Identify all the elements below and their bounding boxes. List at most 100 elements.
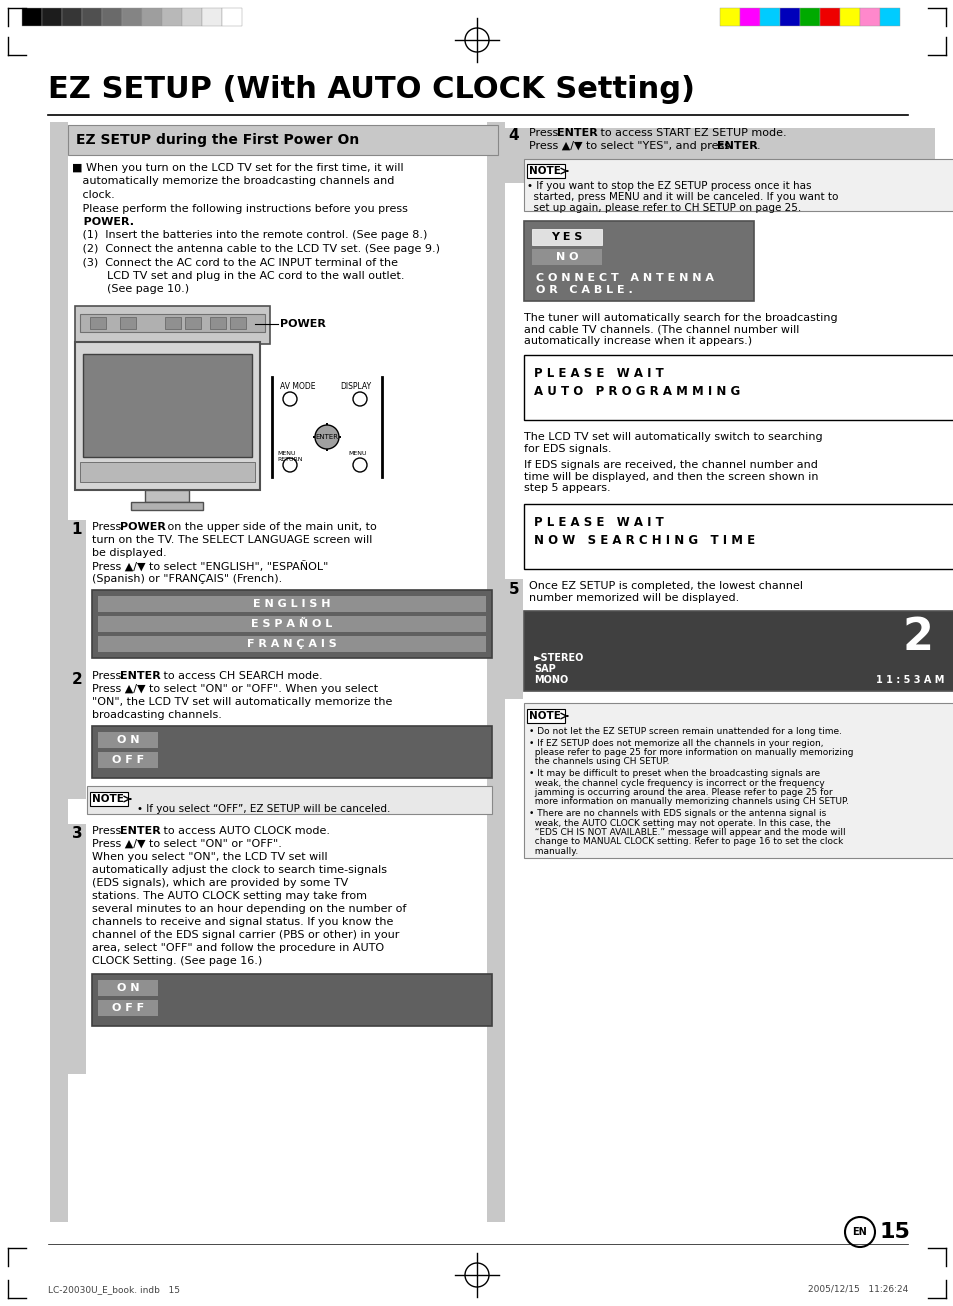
Bar	[80, 462, 254, 482]
Bar	[91, 590, 492, 658]
Bar	[98, 731, 158, 748]
Text: O N: O N	[116, 735, 139, 744]
Bar	[98, 636, 485, 652]
Text: Y E S: Y E S	[551, 232, 582, 242]
Text: Press ▲/▼ to select "ON" or "OFF".: Press ▲/▼ to select "ON" or "OFF".	[91, 838, 281, 849]
Bar	[68, 824, 86, 1074]
Text: • It may be difficult to preset when the broadcasting signals are: • It may be difficult to preset when the…	[529, 769, 820, 778]
Bar	[87, 786, 492, 814]
Text: 2: 2	[71, 671, 82, 687]
Text: to access START EZ SETUP mode.: to access START EZ SETUP mode.	[597, 128, 786, 138]
Text: 2005/12/15   11:26:24: 2005/12/15 11:26:24	[807, 1285, 907, 1294]
Bar	[185, 317, 201, 329]
Bar	[90, 317, 106, 329]
Text: If EDS signals are received, the channel number and
time will be displayed, and : If EDS signals are received, the channel…	[523, 460, 818, 494]
Bar	[145, 490, 189, 502]
Text: O F F: O F F	[112, 755, 144, 765]
Text: several minutes to an hour depending on the number of: several minutes to an hour depending on …	[91, 904, 406, 914]
Text: NOTE: NOTE	[529, 710, 560, 721]
Text: Press: Press	[529, 128, 561, 138]
Bar	[202, 8, 222, 26]
Text: (1)  Insert the batteries into the remote control. (See page 8.): (1) Insert the batteries into the remote…	[71, 230, 427, 240]
Text: Please perform the following instructions before you press: Please perform the following instruction…	[71, 204, 408, 213]
Text: ENTER: ENTER	[717, 141, 757, 151]
Bar	[83, 354, 252, 457]
Text: please refer to page 25 for more information on manually memorizing: please refer to page 25 for more informa…	[529, 748, 853, 757]
Text: (Spanish) or "FRANÇAIS" (French).: (Spanish) or "FRANÇAIS" (French).	[91, 575, 282, 584]
Text: F R A N Ç A I S: F R A N Ç A I S	[247, 639, 336, 649]
Bar	[98, 596, 485, 613]
Text: area, select "OFF" and follow the procedure in AUTO: area, select "OFF" and follow the proced…	[91, 943, 384, 953]
Bar	[165, 317, 181, 329]
Text: .: .	[757, 141, 760, 151]
Text: • If EZ SETUP does not memorize all the channels in your region,: • If EZ SETUP does not memorize all the …	[529, 738, 822, 747]
Text: LC-20030U_E_book. indb   15: LC-20030U_E_book. indb 15	[48, 1285, 180, 1294]
Text: 3: 3	[71, 827, 82, 841]
Bar	[91, 974, 492, 1027]
Bar	[122, 8, 142, 26]
Text: Press: Press	[91, 522, 125, 532]
Bar	[75, 306, 270, 343]
Bar	[98, 616, 485, 632]
Text: ENTER: ENTER	[557, 128, 598, 138]
Bar	[720, 8, 740, 26]
Text: (3)  Connect the AC cord to the AC INPUT terminal of the: (3) Connect the AC cord to the AC INPUT …	[71, 257, 397, 268]
Text: POWER: POWER	[120, 522, 166, 532]
Text: “EDS CH IS NOT AVAILABLE.” message will appear and the mode will: “EDS CH IS NOT AVAILABLE.” message will …	[529, 828, 844, 837]
Bar	[42, 8, 62, 26]
Bar	[22, 8, 42, 26]
Bar	[210, 317, 226, 329]
Text: 5: 5	[508, 581, 518, 597]
Bar	[840, 8, 859, 26]
Text: P L E A S E   W A I T: P L E A S E W A I T	[534, 367, 663, 380]
Text: stations. The AUTO CLOCK setting may take from: stations. The AUTO CLOCK setting may tak…	[91, 891, 367, 901]
Bar	[182, 8, 202, 26]
Bar	[120, 317, 136, 329]
Bar	[68, 520, 86, 680]
Bar	[230, 317, 246, 329]
Bar	[162, 8, 182, 26]
Text: weak, the AUTO CLOCK setting may not operate. In this case, the: weak, the AUTO CLOCK setting may not ope…	[529, 819, 830, 828]
Bar	[820, 8, 840, 26]
Text: MENU: MENU	[348, 451, 366, 456]
Text: started, press MENU and it will be canceled. If you want to: started, press MENU and it will be cance…	[526, 192, 838, 202]
Bar	[98, 980, 158, 996]
Text: turn on the TV. The SELECT LANGUAGE screen will: turn on the TV. The SELECT LANGUAGE scre…	[91, 535, 372, 545]
Text: RETURN: RETURN	[276, 457, 302, 462]
Bar	[68, 669, 86, 799]
Text: Press ▲/▼ to select "YES", and press: Press ▲/▼ to select "YES", and press	[529, 141, 733, 151]
Text: EZ SETUP during the First Power On: EZ SETUP during the First Power On	[76, 133, 359, 148]
Bar	[98, 1000, 158, 1016]
Text: • Do not let the EZ SETUP screen remain unattended for a long time.: • Do not let the EZ SETUP screen remain …	[529, 727, 841, 737]
Text: channels to receive and signal status. If you know the: channels to receive and signal status. I…	[91, 917, 393, 927]
Bar	[526, 709, 564, 724]
Bar	[68, 125, 497, 155]
Text: EN: EN	[852, 1228, 866, 1237]
Text: automatically memorize the broadcasting channels and: automatically memorize the broadcasting …	[71, 176, 394, 187]
Bar	[780, 8, 800, 26]
Bar	[523, 504, 953, 569]
Text: MONO: MONO	[534, 675, 568, 686]
Bar	[82, 8, 102, 26]
Text: O N: O N	[116, 983, 139, 993]
Bar	[486, 121, 504, 1222]
Bar	[91, 726, 492, 778]
Text: The tuner will automatically search for the broadcasting
and cable TV channels. : The tuner will automatically search for …	[523, 313, 837, 346]
Text: C O N N E C T   A N T E N N A: C O N N E C T A N T E N N A	[536, 273, 713, 283]
Bar	[222, 8, 242, 26]
Text: to access AUTO CLOCK mode.: to access AUTO CLOCK mode.	[160, 825, 330, 836]
Text: the channels using CH SETUP.: the channels using CH SETUP.	[529, 757, 669, 767]
Text: clock.: clock.	[71, 189, 114, 200]
Text: (See page 10.): (See page 10.)	[71, 285, 189, 294]
Text: O F F: O F F	[112, 1003, 144, 1013]
Bar	[62, 8, 82, 26]
Text: Press: Press	[91, 825, 125, 836]
Bar	[879, 8, 899, 26]
Text: automatically adjust the clock to search time-signals: automatically adjust the clock to search…	[91, 865, 387, 875]
Text: NOTE: NOTE	[91, 794, 124, 804]
Text: 1 1 : 5 3 A M: 1 1 : 5 3 A M	[875, 675, 943, 686]
Text: 1: 1	[71, 522, 82, 538]
Bar	[102, 8, 122, 26]
Text: • If you select “OFF”, EZ SETUP will be canceled.: • If you select “OFF”, EZ SETUP will be …	[137, 804, 390, 814]
Bar	[740, 8, 760, 26]
